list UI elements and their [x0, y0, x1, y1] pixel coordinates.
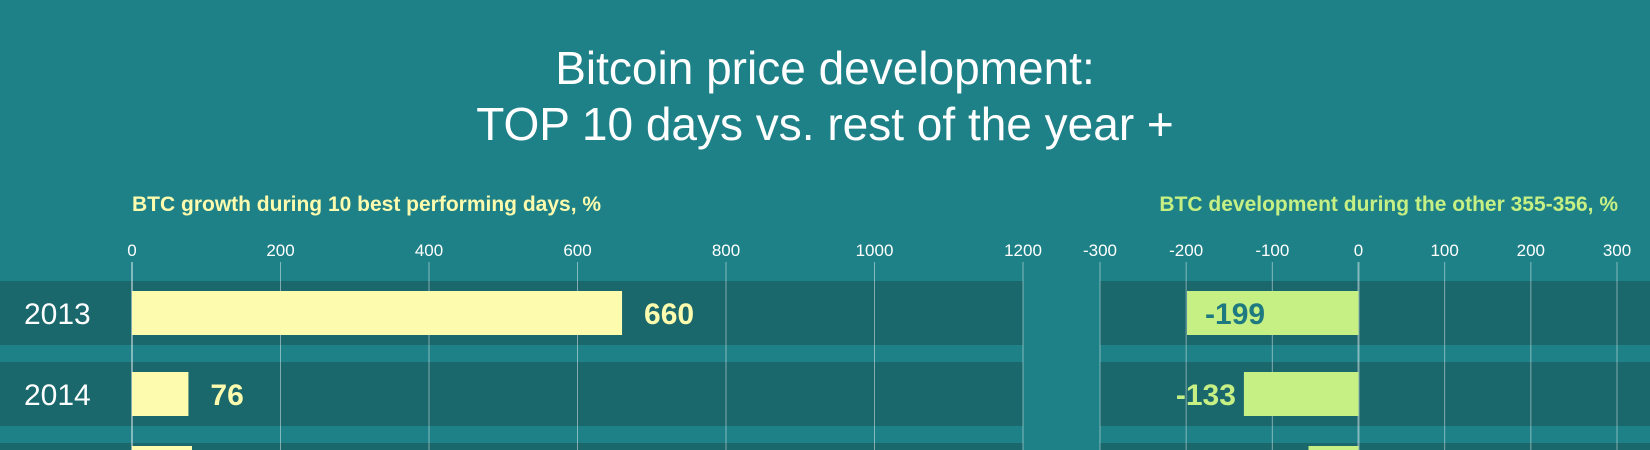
chart-title-line-1: Bitcoin price development:	[555, 42, 1095, 94]
left-tick-label: 1200	[1004, 241, 1042, 260]
right-value-label: -133	[1176, 379, 1236, 412]
right-row-band	[1100, 362, 1650, 426]
chart-title-line-2: TOP 10 days vs. rest of the year +	[476, 98, 1174, 150]
right-bar-partial	[1308, 446, 1359, 450]
right-row-band	[1100, 281, 1650, 345]
right-tick-label: -200	[1169, 241, 1203, 260]
left-tick-label: 200	[266, 241, 294, 260]
right-bar	[1187, 291, 1359, 335]
left-chart-subtitle: BTC growth during 10 best performing day…	[132, 193, 602, 216]
left-value-label: 660	[644, 298, 694, 331]
left-tick-label: 0	[127, 241, 136, 260]
left-value-label: 76	[210, 379, 243, 412]
right-tick-label: -100	[1255, 241, 1289, 260]
left-tick-label: 400	[415, 241, 443, 260]
right-tick-label: 300	[1603, 241, 1631, 260]
right-tick-label: -300	[1083, 241, 1117, 260]
left-tick-label: 1000	[856, 241, 894, 260]
right-tick-label: 200	[1517, 241, 1545, 260]
left-bar-partial	[132, 446, 192, 450]
right-tick-label: 0	[1354, 241, 1363, 260]
right-row-band	[1100, 443, 1650, 450]
right-tick-label: 100	[1430, 241, 1458, 260]
right-value-label: -199	[1205, 298, 1265, 331]
category-label: 2014	[24, 379, 91, 412]
left-tick-label: 600	[563, 241, 591, 260]
left-row-band	[0, 443, 1023, 450]
left-bar	[132, 291, 623, 335]
right-chart-subtitle: BTC development during the other 355-356…	[1159, 193, 1618, 216]
category-label: 2013	[24, 298, 91, 331]
left-tick-label: 800	[712, 241, 740, 260]
right-bar	[1243, 372, 1359, 416]
left-bar	[132, 372, 189, 416]
